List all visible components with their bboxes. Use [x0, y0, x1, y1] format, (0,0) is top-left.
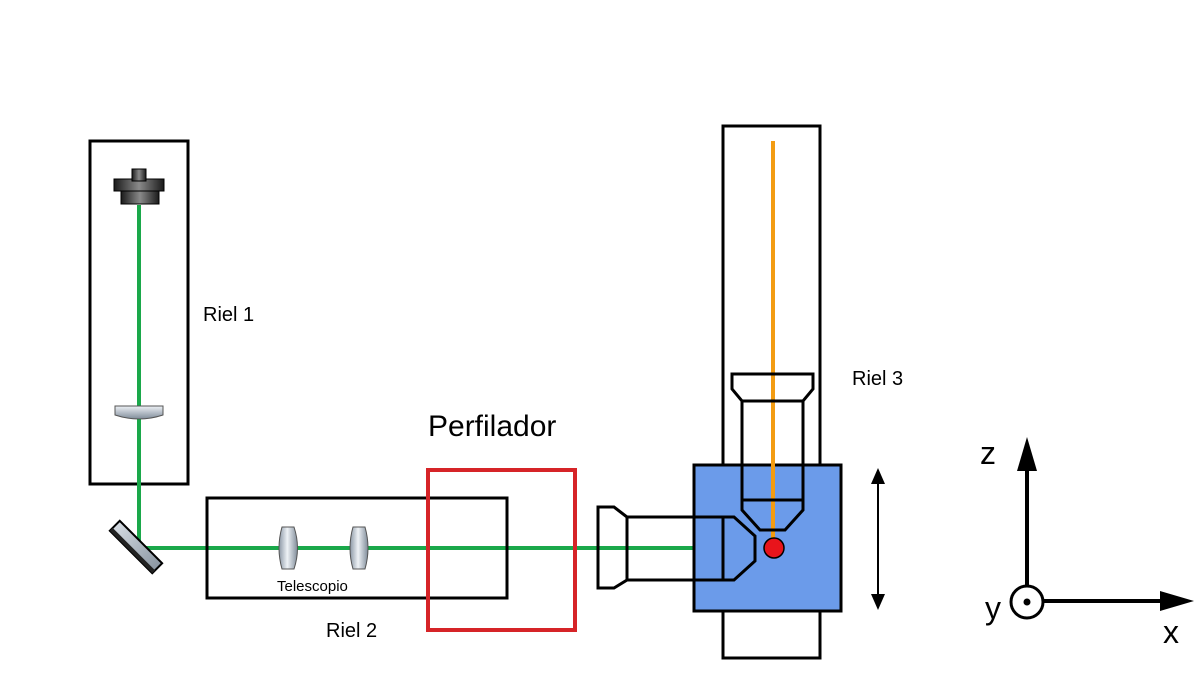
excitation-objective-icon	[596, 505, 757, 590]
mirror-icon	[108, 519, 164, 575]
sample-spot	[763, 537, 785, 559]
rail-2-label: Riel 2	[326, 620, 377, 642]
profiler-box	[426, 468, 577, 632]
z-axis-label: z	[980, 435, 996, 471]
telescope-lens-2-icon	[349, 526, 369, 570]
rail-1-label: Riel 1	[203, 304, 254, 326]
x-axis-arrowhead	[1160, 591, 1194, 611]
rail-3-label: Riel 3	[852, 368, 903, 390]
sample-stage	[692, 463, 843, 613]
collection-objective-icon	[730, 372, 815, 532]
rail-2-frame	[205, 496, 509, 600]
laser-source-icon	[113, 168, 165, 205]
laser-beam	[137, 205, 760, 550]
rail-1-lens-icon	[114, 405, 164, 420]
z-axis-arrowhead	[1017, 437, 1037, 471]
y-axis-label: y	[985, 590, 1001, 626]
rail-3-frame	[721, 124, 822, 660]
x-axis-label: x	[1163, 614, 1179, 650]
profiler-label: Perfilador	[428, 410, 556, 443]
coordinate-axes	[1009, 437, 1194, 620]
vertical-translation-arrow	[871, 468, 885, 610]
telescope-label: Telescopio	[277, 578, 348, 595]
telescope-lens-1-icon	[278, 526, 298, 570]
